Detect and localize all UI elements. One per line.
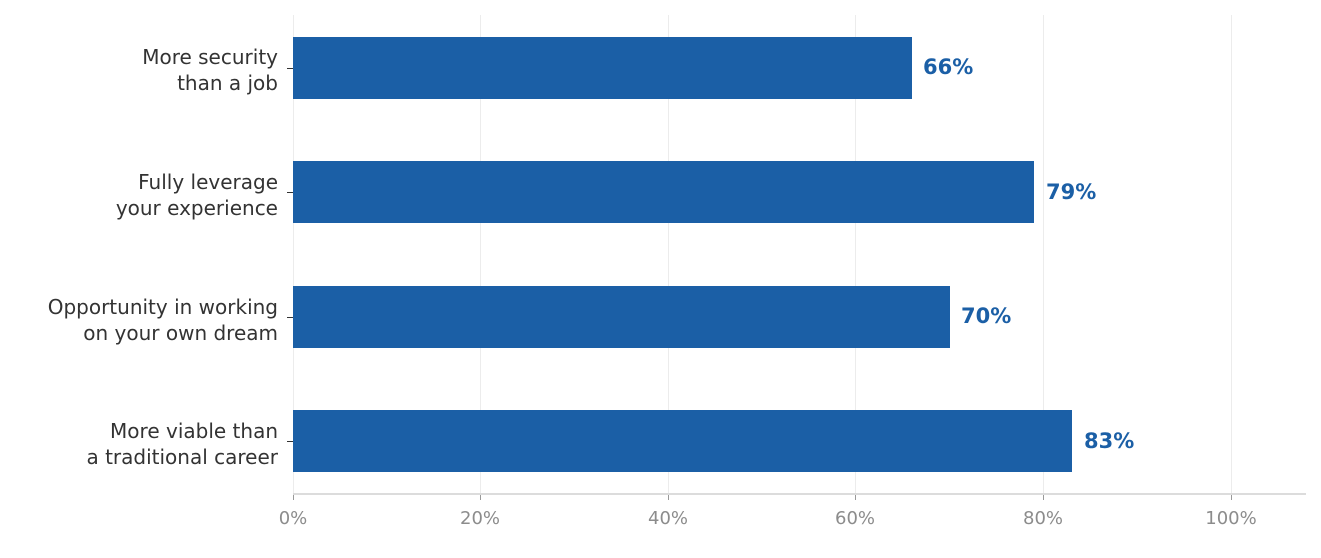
x-tick-label: 0% xyxy=(278,508,308,529)
value-label: 79% xyxy=(1046,180,1097,204)
value-label: 83% xyxy=(1084,429,1135,453)
x-tick xyxy=(668,495,669,500)
value-label: 66% xyxy=(923,55,974,79)
category-label: More viable than a traditional career xyxy=(86,419,278,469)
y-tick xyxy=(287,317,293,318)
x-tick-label: 40% xyxy=(647,508,689,529)
bar-fully-leverage xyxy=(293,161,1034,223)
bar-more-security xyxy=(293,37,912,99)
x-tick xyxy=(480,495,481,500)
gridline xyxy=(293,15,294,494)
gridline xyxy=(480,15,481,494)
bar-more-viable xyxy=(293,410,1072,472)
category-label: Fully leverage your experience xyxy=(115,170,278,220)
y-tick xyxy=(287,441,293,442)
x-tick xyxy=(855,495,856,500)
x-tick xyxy=(1043,495,1044,500)
gridline xyxy=(668,15,669,494)
x-tick-label: 60% xyxy=(834,508,876,529)
x-tick-label: 100% xyxy=(1205,508,1257,529)
x-tick xyxy=(1231,495,1232,500)
bar-opportunity xyxy=(293,286,950,348)
value-label: 70% xyxy=(961,304,1012,328)
gridline xyxy=(855,15,856,494)
gridline xyxy=(1043,15,1044,494)
x-tick-label: 20% xyxy=(459,508,501,529)
x-tick-label: 80% xyxy=(1022,508,1064,529)
y-tick xyxy=(287,68,293,69)
gridline xyxy=(1231,15,1232,494)
category-label: Opportunity in working on your own dream xyxy=(47,295,278,345)
category-label: More security than a job xyxy=(142,45,278,95)
y-tick xyxy=(287,192,293,193)
x-axis-line xyxy=(293,493,1306,495)
x-tick xyxy=(293,495,294,500)
